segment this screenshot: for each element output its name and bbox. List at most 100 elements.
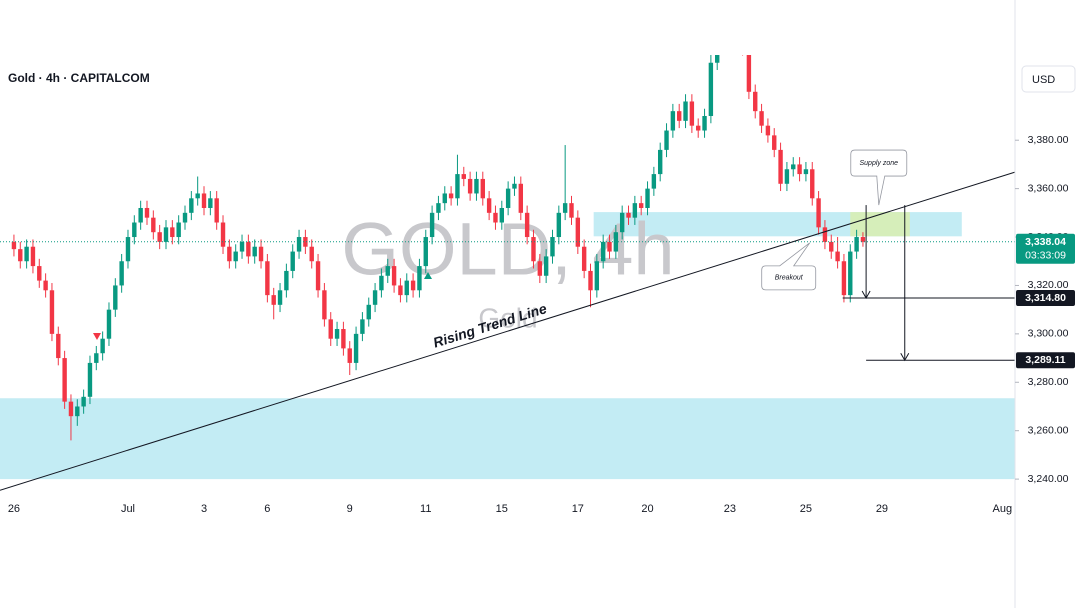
x-tick-label: 6 — [264, 503, 270, 515]
y-axis: 3,240.00 3,260.00 3,280.00 3,300.00 3,320.00… — [8, 134, 1075, 515]
candle-body — [18, 249, 23, 262]
candle-body — [499, 207, 504, 223]
target-label-box — [1016, 290, 1075, 307]
candle-body — [803, 169, 809, 175]
candle-body — [94, 353, 99, 363]
candle-body — [581, 246, 587, 271]
candle-body — [315, 261, 321, 291]
candle-body — [417, 266, 422, 291]
x-tick-label: 11 — [420, 503, 431, 515]
candle-body — [480, 178, 485, 199]
x-tick-label: Aug — [993, 503, 1013, 515]
candle-body — [860, 237, 866, 242]
candle-body — [239, 241, 245, 252]
candle-body — [429, 212, 435, 238]
candle-body — [265, 261, 270, 296]
candle-body — [619, 212, 625, 233]
arrow-head — [900, 352, 910, 362]
candle-body — [626, 212, 631, 218]
arrow-head — [861, 290, 871, 300]
candle-body — [366, 304, 371, 320]
x-tick-label: 25 — [800, 503, 812, 515]
candle-body — [398, 285, 403, 296]
candle-body — [835, 251, 840, 262]
watermark: GOLD, 4h — [341, 208, 674, 291]
candle-body — [461, 174, 466, 179]
candle-body — [277, 290, 283, 305]
zone — [0, 398, 1015, 480]
candle-body — [220, 222, 226, 247]
watermark-subtitle: Gold — [478, 302, 537, 333]
candle-body — [436, 203, 441, 213]
candle-body — [37, 266, 42, 281]
candle-body — [759, 111, 764, 126]
candle-body — [49, 290, 55, 334]
candle-body — [588, 270, 593, 291]
candle-body — [448, 193, 454, 199]
candle-body — [848, 251, 853, 296]
candle-body — [119, 261, 124, 286]
candle-body — [537, 261, 543, 276]
candle-body — [505, 188, 511, 208]
candle-body — [296, 237, 302, 252]
candle-body — [816, 198, 821, 228]
candle-body — [708, 62, 714, 117]
candle-body — [372, 290, 378, 305]
candle-body — [607, 241, 612, 252]
x-tick-label: 26 — [8, 503, 20, 515]
candle-body — [423, 237, 428, 267]
candle-body — [360, 319, 365, 334]
candle-body — [62, 358, 67, 402]
candle-body — [556, 212, 562, 238]
candle-body — [246, 241, 251, 257]
candle-body — [562, 203, 568, 213]
candle-body — [24, 246, 29, 262]
currency-box[interactable] — [1021, 65, 1076, 93]
callout-bubble — [850, 149, 908, 206]
candle-body — [474, 178, 479, 194]
trend-line — [0, 171, 1016, 491]
target-label: 3,289.11 — [1025, 354, 1065, 366]
candle-body — [645, 188, 650, 208]
last-price-box — [1016, 233, 1075, 264]
zone — [850, 212, 910, 237]
candle-body — [651, 174, 657, 189]
currency: USD — [1032, 74, 1055, 86]
candle-body — [677, 111, 682, 121]
candle-body — [797, 164, 802, 175]
candle-body — [163, 227, 169, 242]
x-tick-label: 3 — [201, 503, 207, 515]
candle-body — [113, 285, 118, 310]
candle-body — [309, 246, 314, 262]
candle-body — [670, 111, 676, 131]
candle-body — [822, 227, 828, 242]
candle-body — [284, 270, 289, 291]
candle-body — [486, 198, 492, 213]
y-tick-label: 3,260.00 — [1028, 424, 1069, 436]
candle-body — [702, 116, 707, 131]
callout-text: Breakout — [775, 275, 804, 282]
signal-marker — [93, 333, 101, 340]
candle-body — [271, 295, 276, 305]
x-tick-label: 15 — [496, 503, 508, 515]
candle-body — [334, 329, 340, 339]
candle-body — [550, 237, 555, 257]
zones — [0, 212, 1015, 480]
chart-title: Gold · 4h · CAPITALCOM — [8, 71, 150, 85]
candle-body — [75, 406, 80, 417]
plot-area — [11, 55, 866, 441]
candle-body — [841, 261, 847, 296]
candle-body — [208, 198, 213, 208]
candle-body — [664, 130, 669, 150]
candle-body — [810, 169, 815, 199]
candle-body — [391, 266, 397, 286]
candle-body — [157, 232, 162, 242]
candle-body — [772, 135, 777, 150]
candle-body — [765, 125, 771, 136]
candle-body — [176, 222, 181, 238]
candle-body — [683, 101, 688, 121]
candle-body — [753, 91, 758, 112]
candle-body — [518, 183, 524, 213]
